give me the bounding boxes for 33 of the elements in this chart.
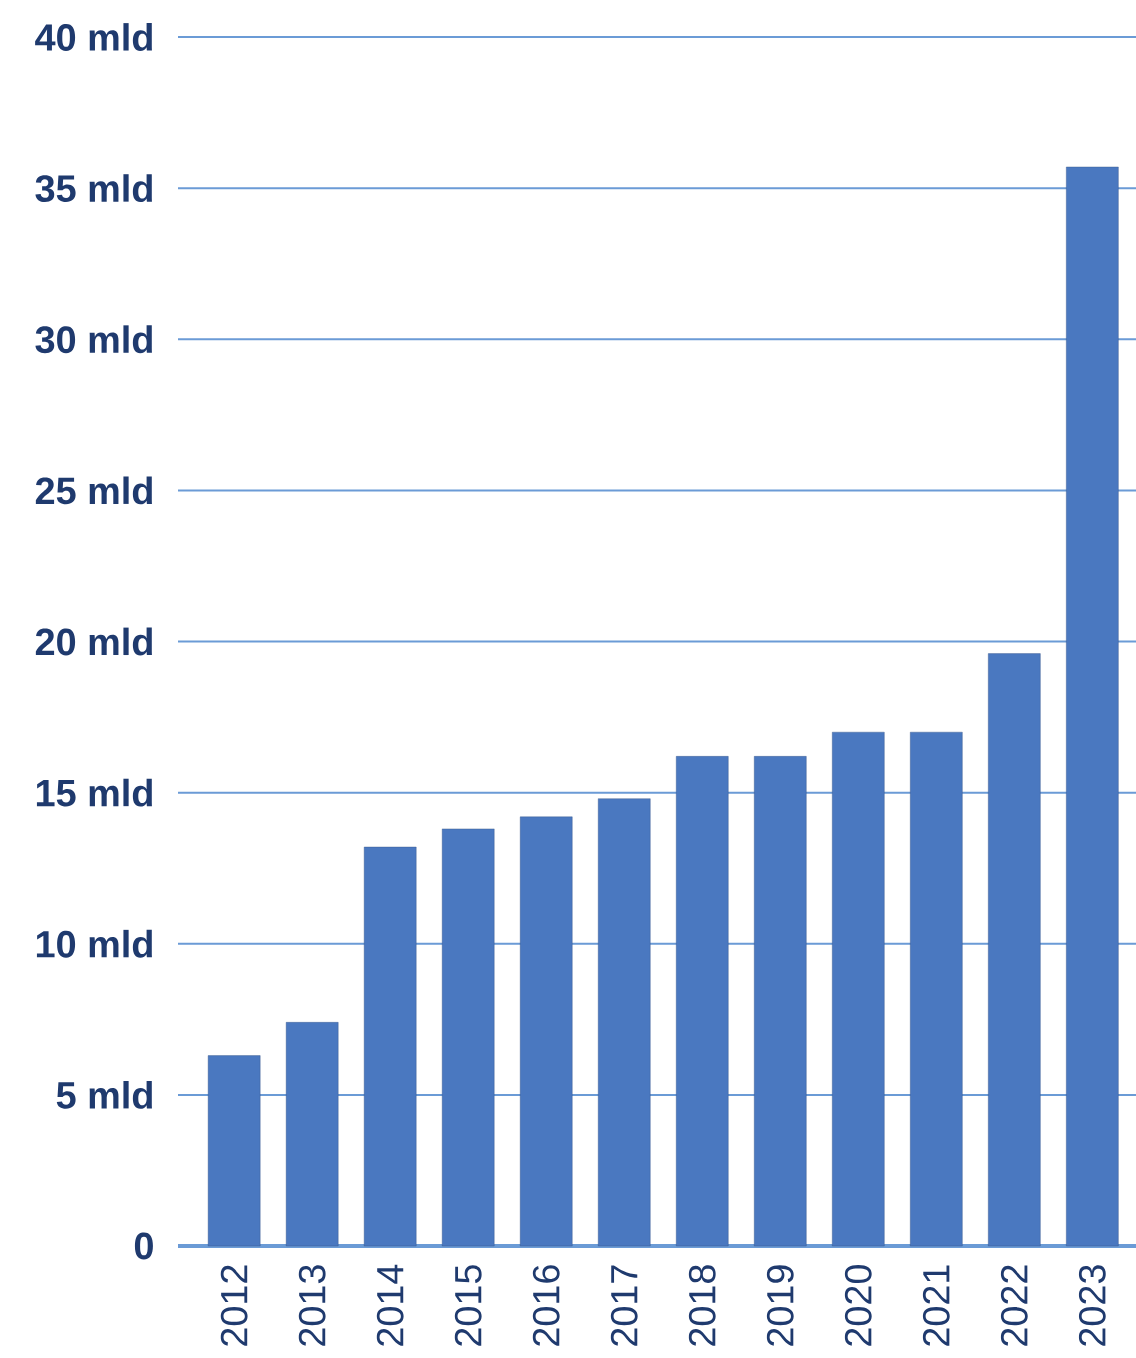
bar: [910, 731, 963, 1247]
y-tick-label: 10 mld: [36, 929, 152, 958]
bar: [285, 1022, 339, 1247]
x-tick-label: 2019: [766, 1265, 794, 1346]
x-tick-label: 2012: [220, 1265, 248, 1346]
bar: [207, 1055, 261, 1247]
bar: [754, 756, 807, 1247]
y-tick-label: 0: [134, 1232, 153, 1260]
bar: [676, 756, 729, 1247]
x-tick-label: 2021: [922, 1265, 950, 1346]
y-tick-label: 5 mld: [56, 1080, 152, 1109]
x-tick-label: 2016: [532, 1265, 560, 1346]
bar: [832, 731, 885, 1247]
y-tick-label: 15 mld: [36, 778, 152, 807]
y-tick-label: 25 mld: [35, 476, 152, 505]
x-tick-label: 2020: [844, 1265, 872, 1346]
bar: [988, 653, 1041, 1247]
x-tick-label: 2014: [376, 1264, 404, 1346]
bar: [520, 816, 573, 1247]
bar: [1066, 166, 1119, 1247]
bar: [598, 798, 651, 1247]
x-tick-label: 2023: [1078, 1265, 1106, 1346]
x-tick-label: 2015: [454, 1265, 482, 1346]
x-tick-label: 2018: [688, 1265, 716, 1346]
y-tick-label: 35 mld: [35, 174, 152, 203]
bar: [442, 828, 495, 1247]
y-tick-label: 40 mld: [35, 23, 152, 51]
y-tick-label: 30 mld: [35, 325, 152, 354]
bar: [363, 846, 417, 1247]
x-tick-label: 2022: [1000, 1265, 1028, 1346]
x-tick-label: 2017: [610, 1265, 638, 1346]
y-tick-label: 20 mld: [35, 627, 152, 656]
x-tick-label: 2013: [298, 1265, 326, 1346]
